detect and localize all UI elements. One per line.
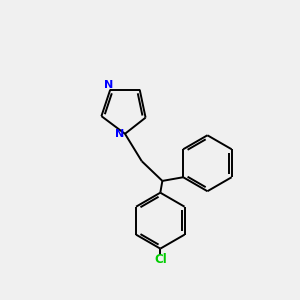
Text: N: N [104,80,113,90]
Text: Cl: Cl [154,253,167,266]
Text: N: N [115,129,124,139]
